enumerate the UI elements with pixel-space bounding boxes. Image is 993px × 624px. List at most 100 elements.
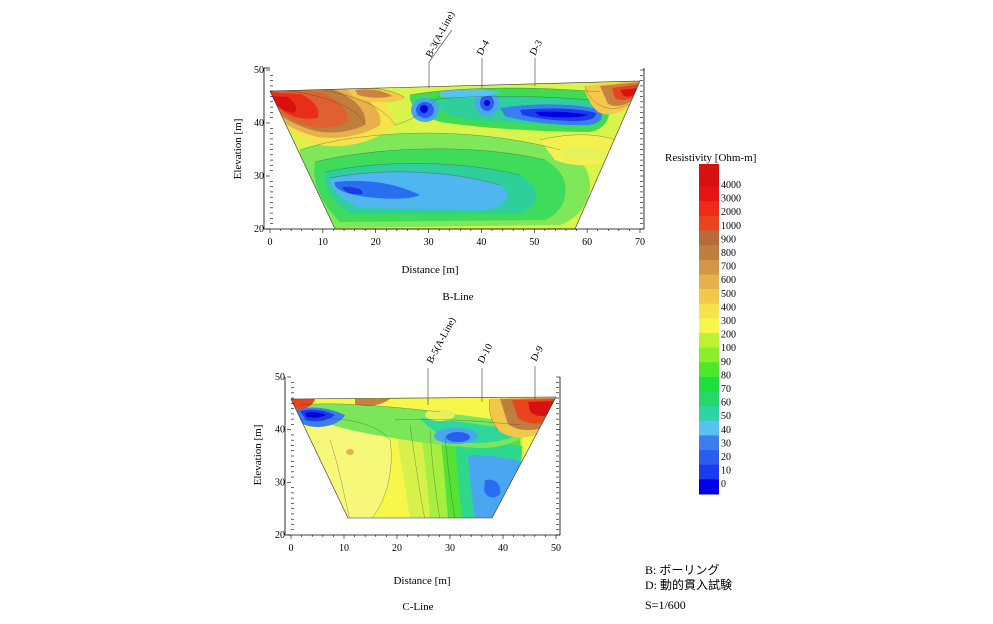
x-tick-label: 70 (635, 237, 645, 248)
x-tick-label: 30 (424, 237, 434, 248)
b-line-xlabel: Distance [m] (401, 264, 458, 276)
note-scale: S=1/600 (645, 598, 686, 612)
legend-color-bar (699, 164, 719, 495)
legend-label: 70 (721, 384, 731, 395)
c-line-ylabel: Elevation [m] (252, 425, 264, 486)
legend-title: Resistivity [Ohm-m] (665, 152, 756, 164)
legend-swatch (699, 406, 719, 422)
legend-swatch (699, 215, 719, 232)
x-tick-label: 60 (582, 237, 592, 248)
x-tick-label: 40 (498, 543, 508, 554)
legend-swatch (699, 347, 719, 363)
legend-label: 400 (721, 302, 736, 313)
legend-swatch (699, 186, 719, 202)
y-tick-label: 20 (275, 530, 285, 541)
legend-swatch (699, 201, 719, 217)
legend-swatch (699, 333, 719, 349)
legend-label: 600 (721, 275, 736, 286)
legend-label: 500 (721, 289, 736, 300)
b-line-boreholes (428, 29, 536, 88)
c-line-borehole-1-label: B-5(A-Line) (425, 316, 458, 366)
y-tick-label: 50 (254, 65, 264, 76)
legend-swatch (699, 245, 719, 261)
legend-label: 10 (721, 466, 731, 477)
legend-swatch (699, 172, 719, 188)
c-line-boreholes (427, 366, 536, 405)
x-tick-label: 20 (392, 543, 402, 554)
legend-label: 200 (721, 330, 736, 341)
c-line-section-outline (290, 396, 557, 519)
legend-label: 700 (721, 262, 736, 273)
y-tick-label: 30 (275, 477, 285, 488)
legend-label: 900 (721, 234, 736, 245)
x-tick-label: 20 (371, 237, 381, 248)
legend-labels: 4000300020001000900800700600500400300200… (721, 180, 741, 490)
c-line-axes (284, 377, 561, 536)
b-line-tick-labels: 0 10 20 30 40 50 60 70 20 30 40 50 (254, 65, 645, 248)
legend-label: 90 (721, 357, 731, 368)
legend-swatch (699, 230, 719, 246)
legend-swatch (699, 274, 719, 290)
c-line-title: C-Line (402, 601, 433, 613)
b-line-ylabel: Elevation [m] (232, 119, 244, 180)
x-tick-label: 40 (476, 237, 486, 248)
x-tick-label: 30 (445, 543, 455, 554)
y-tick-label: 20 (254, 224, 264, 235)
legend-swatch (699, 376, 719, 393)
b-line-title: B-Line (442, 291, 473, 303)
b-line-resistivity-field (270, 81, 640, 229)
note-penetration-test: D: 動的貫入試験 (645, 578, 733, 592)
c-line-borehole-3-label: D-9 (529, 345, 546, 364)
legend-label: 30 (721, 438, 731, 449)
b-line-borehole-3-label: D-3 (528, 39, 545, 58)
c-line-xlabel: Distance [m] (393, 575, 450, 587)
legend-label: 1000 (721, 221, 741, 232)
legend-swatch (699, 289, 719, 305)
legend-label: 800 (721, 248, 736, 259)
legend-label: 20 (721, 452, 731, 463)
legend-label: 40 (721, 425, 731, 436)
b-line-axes (263, 67, 645, 230)
y-tick-label: 40 (275, 425, 285, 436)
b-line-section: 0 10 20 30 40 50 60 70 20 30 40 50 Distance [m] Ele… (232, 10, 645, 303)
x-tick-label: 10 (318, 237, 328, 248)
legend-swatch (699, 435, 719, 451)
x-tick-label: 10 (339, 543, 349, 554)
c-line-ticks (287, 376, 560, 539)
legend-label: 80 (721, 370, 731, 381)
legend-swatch (699, 303, 719, 319)
legend-label: 0 (721, 479, 726, 490)
legend-label: 60 (721, 398, 731, 409)
legend-label: 100 (721, 343, 736, 354)
legend-swatch (699, 259, 719, 275)
legend-swatch (699, 464, 719, 480)
legend-swatch-top (699, 164, 719, 172)
c-line-borehole-2-label: D-10 (476, 342, 495, 365)
legend-swatch (699, 362, 719, 378)
c-line-section: 0 10 20 30 40 50 20 30 40 50 Distance [m] Elevati… (252, 316, 561, 613)
legend-swatch (699, 479, 719, 495)
legend-swatch (699, 420, 719, 436)
y-tick-label: 30 (254, 171, 264, 182)
legend-swatch (699, 318, 719, 334)
b-line-borehole-2-label: D-4 (475, 39, 492, 58)
c-line-resistivity-field (291, 397, 556, 518)
y-tick-label: 50 (275, 372, 285, 383)
x-tick-label: 50 (529, 237, 539, 248)
x-tick-label: 0 (289, 543, 294, 554)
legend-label: 300 (721, 316, 736, 327)
color-legend: Resistivity [Ohm-m] 40003000200010009008… (665, 152, 756, 495)
y-tick-label: 40 (254, 118, 264, 129)
note-boring: B: ボーリング (645, 563, 720, 577)
legend-label: 2000 (721, 207, 741, 218)
x-tick-label: 0 (268, 237, 273, 248)
c-line-tick-labels: 0 10 20 30 40 50 20 30 40 50 (275, 372, 561, 554)
b-line-borehole-1-label: B-3(A-Line) (424, 10, 457, 60)
legend-swatch (699, 391, 719, 407)
legend-label: 4000 (721, 180, 741, 191)
legend-label: 3000 (721, 194, 741, 205)
legend-swatch (699, 450, 719, 466)
x-tick-label: 50 (551, 543, 561, 554)
legend-label: 50 (721, 411, 731, 422)
